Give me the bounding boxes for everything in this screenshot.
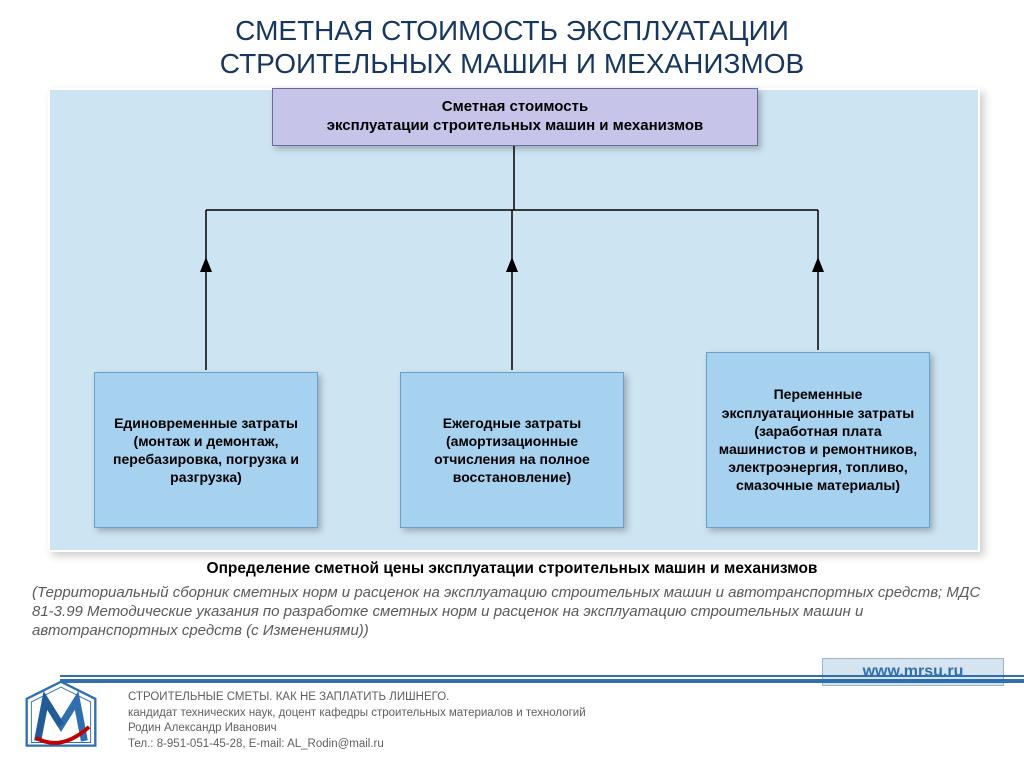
diagram-panel: Сметная стоимость эксплуатации строитель… (48, 88, 980, 552)
note-block: Определение сметной цены эксплуатации ст… (24, 560, 1000, 640)
diagram-root-text: Сметная стоимость эксплуатации строитель… (317, 94, 714, 140)
footer-text: СТРОИТЕЛЬНЫЕ СМЕТЫ. КАК НЕ ЗАПЛАТИТЬ ЛИШ… (128, 690, 768, 752)
footer-line-4: Тел.: 8-951-051-45-28, E-mail: AL_Rodin@… (128, 737, 768, 753)
title-line-1: СМЕТНАЯ СТОИМОСТЬ ЭКСПЛУАТАЦИИ (40, 14, 984, 47)
note-title: Определение сметной цены эксплуатации ст… (24, 560, 1000, 578)
child-1-text: Единовременные затраты (монтаж и демонта… (103, 414, 309, 487)
child-2-text: Ежегодные затраты (амортизационные отчис… (409, 414, 615, 487)
child-3-text: Переменные эксплуатационные затраты (зар… (715, 385, 921, 494)
root-line2: эксплуатации строительных машин и механи… (327, 117, 704, 134)
slide-title: СМЕТНАЯ СТОИМОСТЬ ЭКСПЛУАТАЦИИ СТРОИТЕЛЬ… (0, 0, 1024, 86)
diagram-child-3: Переменные эксплуатационные затраты (зар… (706, 352, 930, 528)
title-line-2: СТРОИТЕЛЬНЫХ МАШИН И МЕХАНИЗМОВ (40, 47, 984, 80)
footer-rule-thin (0, 675, 1024, 677)
footer-line-3: Родин Александр Иванович (128, 721, 768, 737)
slide-root: СМЕТНАЯ СТОИМОСТЬ ЭКСПЛУАТАЦИИ СТРОИТЕЛЬ… (0, 0, 1024, 767)
diagram-child-1: Единовременные затраты (монтаж и демонта… (94, 372, 318, 528)
footer-line-1: СТРОИТЕЛЬНЫЕ СМЕТЫ. КАК НЕ ЗАПЛАТИТЬ ЛИШ… (128, 690, 768, 706)
footer-line-2: кандидат технических наук, доцент кафедр… (128, 706, 768, 722)
footer-rule-thick (0, 679, 1024, 683)
diagram-root-box: Сметная стоимость эксплуатации строитель… (272, 88, 758, 146)
root-line1: Сметная стоимость (442, 98, 588, 115)
diagram-child-2: Ежегодные затраты (амортизационные отчис… (400, 372, 624, 528)
note-body: (Территориальный сборник сметных норм и … (24, 584, 1000, 640)
logo-icon (18, 677, 104, 755)
